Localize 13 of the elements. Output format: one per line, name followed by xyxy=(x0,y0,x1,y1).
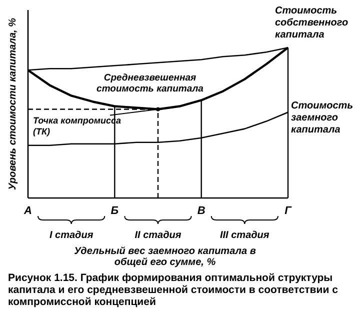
x-tick-label: В xyxy=(197,204,206,217)
text: I стадия xyxy=(49,230,94,241)
x-tick-label: А xyxy=(23,204,32,217)
series-label: Стоимость собственного капитала xyxy=(275,6,348,41)
x-axis-title: Удельный вес заемного капитала в общей его сумме, % xyxy=(73,246,257,268)
text: Рисунок 1.15. График формирования оптимальной структуры капитала и его средневзвешенной стоимости в соответствии с компромиссной концепцией xyxy=(8,272,339,308)
series-label: Средневзвешенная стоимость капитала xyxy=(96,72,204,94)
x-tick-label: Г xyxy=(284,204,293,217)
text: II стадия xyxy=(134,230,182,241)
y-axis-title: Уровень стоимости капитала, % xyxy=(8,18,19,190)
series-label: Стоимость заемного капитала xyxy=(291,100,354,136)
text: III стадия xyxy=(220,230,270,241)
x-tick-label: Б xyxy=(110,204,119,217)
